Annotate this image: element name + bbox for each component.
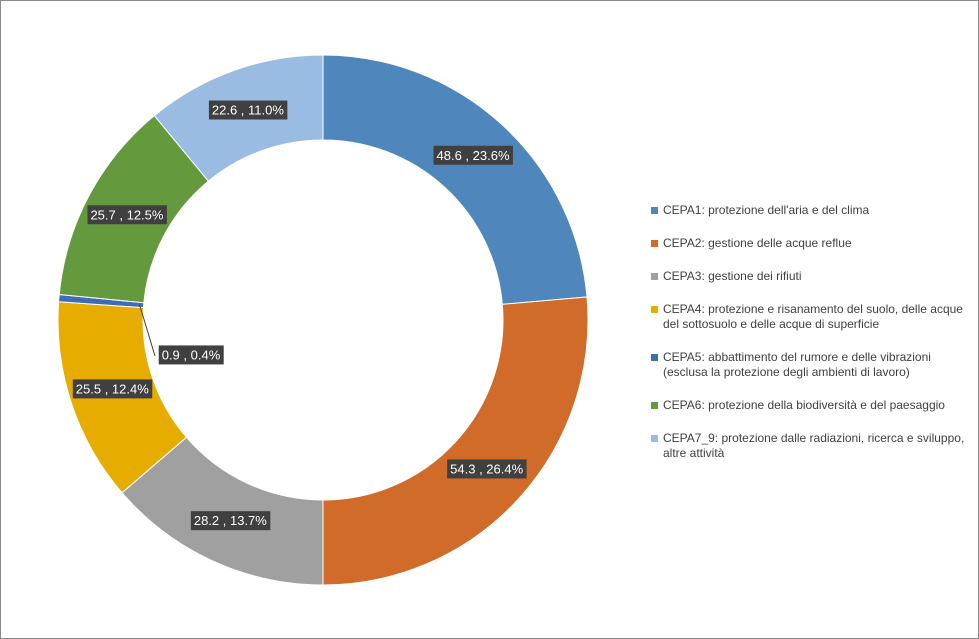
legend-item: CEPA6: protezione della biodiversità e d… [651,398,971,413]
data-label: 25.7 , 12.5% [87,205,167,225]
label-box [190,511,271,531]
donut-slice [322,54,588,305]
value-label: 25.5 , 12.4% [76,381,149,396]
legend-swatch [651,273,658,280]
label-box [208,100,288,120]
legend-label: CEPA3: gestione dei rifiuti [663,269,802,283]
legend-item: CEPA3: gestione dei rifiuti [651,269,971,284]
legend-label: CEPA5: abbattimento del rumore e delle v… [663,350,931,379]
legend-label: CEPA1: protezione dell'aria e del clima [663,203,870,217]
data-label: 28.2 , 13.7% [190,511,271,531]
value-label: 48.6 , 23.6% [437,148,510,163]
data-label: 22.6 , 11.0% [208,100,288,120]
legend: CEPA1: protezione dell'aria e del clima C… [651,203,971,479]
data-label: 54.3 , 26.4% [447,459,527,479]
donut-slice [322,296,589,586]
value-label: 0.9 , 0.4% [162,347,221,362]
legend-swatch [651,402,658,409]
legend-item: CEPA4: protezione e risanamento del suol… [651,302,971,332]
data-label: 25.5 , 12.4% [72,379,153,399]
value-label: 25.7 , 12.5% [90,207,163,222]
legend-label: CEPA7_9: protezione dalle radiazioni, ri… [663,431,965,460]
legend-label: CEPA6: protezione della biodiversità e d… [663,398,945,412]
label-box [87,205,167,225]
data-label: 0.9 , 0.4% [158,345,224,365]
label-box [72,379,153,399]
legend-swatch [651,435,658,442]
legend-item: CEPA1: protezione dell'aria e del clima [651,203,971,218]
value-label: 54.3 , 26.4% [450,461,523,476]
legend-item: CEPA2: gestione delle acque reflue [651,236,971,251]
legend-label: CEPA2: gestione delle acque reflue [663,236,852,250]
legend-swatch [651,207,658,214]
legend-swatch [651,240,658,247]
legend-swatch [651,354,658,361]
legend-item: CEPA7_9: protezione dalle radiazioni, ri… [651,431,971,461]
leader-line [139,304,156,357]
legend-label: CEPA4: protezione e risanamento del suol… [663,302,963,331]
legend-swatch [651,306,658,313]
label-box [447,459,527,479]
value-label: 28.2 , 13.7% [194,513,267,528]
value-label: 22.6 , 11.0% [212,103,284,118]
label-box [158,345,224,365]
data-label: 48.6 , 23.6% [433,145,513,165]
label-box [433,145,513,165]
legend-item: CEPA5: abbattimento del rumore e delle v… [651,350,971,380]
